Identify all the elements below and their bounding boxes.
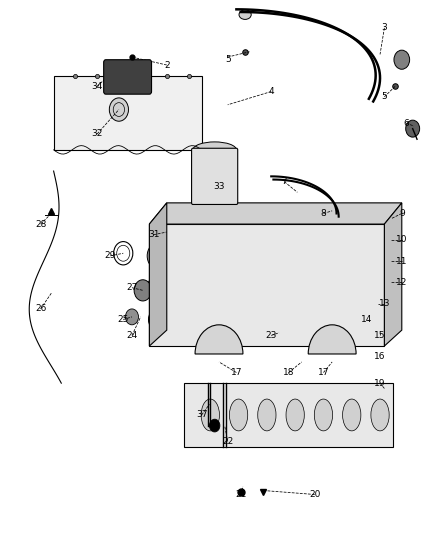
- Polygon shape: [149, 203, 402, 224]
- Text: 2: 2: [164, 61, 170, 69]
- Ellipse shape: [336, 212, 372, 226]
- Text: 4: 4: [268, 87, 274, 96]
- Ellipse shape: [371, 399, 389, 431]
- Circle shape: [186, 248, 226, 296]
- Text: 16: 16: [374, 352, 386, 361]
- Ellipse shape: [193, 195, 237, 211]
- Wedge shape: [195, 325, 243, 354]
- Circle shape: [384, 285, 398, 302]
- Ellipse shape: [239, 10, 251, 19]
- Ellipse shape: [240, 212, 277, 226]
- Circle shape: [319, 248, 358, 296]
- Polygon shape: [149, 203, 167, 346]
- Ellipse shape: [191, 327, 221, 338]
- Wedge shape: [308, 325, 356, 354]
- Text: 17: 17: [231, 368, 242, 377]
- Text: 23: 23: [265, 331, 277, 340]
- Text: 24: 24: [126, 331, 138, 340]
- Text: 12: 12: [396, 278, 407, 287]
- Ellipse shape: [237, 327, 267, 338]
- Circle shape: [383, 230, 399, 249]
- Text: 6: 6: [403, 119, 409, 128]
- Ellipse shape: [193, 142, 237, 158]
- Text: 25: 25: [117, 315, 129, 324]
- Ellipse shape: [230, 399, 248, 431]
- Polygon shape: [184, 383, 393, 447]
- Circle shape: [394, 50, 410, 69]
- Text: 33: 33: [213, 182, 225, 191]
- Text: 32: 32: [92, 130, 103, 139]
- FancyBboxPatch shape: [104, 60, 152, 94]
- Circle shape: [406, 120, 420, 137]
- Text: 3: 3: [381, 23, 387, 33]
- Circle shape: [147, 243, 169, 269]
- Text: 21: 21: [235, 490, 247, 499]
- Circle shape: [209, 419, 220, 432]
- Polygon shape: [385, 203, 402, 346]
- Text: 29: 29: [105, 252, 116, 261]
- Polygon shape: [53, 76, 201, 150]
- Ellipse shape: [323, 327, 354, 338]
- Text: 5: 5: [381, 92, 387, 101]
- FancyBboxPatch shape: [191, 148, 238, 205]
- Text: 9: 9: [399, 209, 405, 218]
- Text: 10: 10: [396, 236, 407, 245]
- Ellipse shape: [280, 327, 311, 338]
- Circle shape: [134, 280, 152, 301]
- Text: 5: 5: [225, 55, 230, 64]
- Circle shape: [270, 326, 286, 345]
- Text: 31: 31: [148, 230, 159, 239]
- Polygon shape: [149, 224, 385, 346]
- Text: 18: 18: [283, 368, 294, 377]
- Circle shape: [386, 259, 399, 274]
- Text: 13: 13: [378, 299, 390, 308]
- Ellipse shape: [192, 212, 229, 226]
- Circle shape: [148, 308, 168, 331]
- Text: 14: 14: [361, 315, 373, 324]
- Circle shape: [110, 98, 128, 121]
- Text: 20: 20: [309, 490, 321, 499]
- Ellipse shape: [201, 399, 219, 431]
- Circle shape: [232, 248, 271, 296]
- Ellipse shape: [314, 399, 332, 431]
- Circle shape: [147, 277, 165, 298]
- Ellipse shape: [286, 399, 304, 431]
- Text: 15: 15: [374, 331, 386, 340]
- Text: 19: 19: [374, 378, 386, 387]
- Text: 7: 7: [281, 177, 287, 186]
- Ellipse shape: [343, 399, 361, 431]
- Text: 28: 28: [35, 220, 46, 229]
- Text: 34: 34: [92, 82, 103, 91]
- Text: 8: 8: [321, 209, 326, 218]
- Ellipse shape: [288, 212, 325, 226]
- Text: 26: 26: [35, 304, 46, 313]
- Circle shape: [276, 248, 315, 296]
- Text: 27: 27: [126, 283, 138, 292]
- Text: 11: 11: [396, 257, 407, 265]
- Text: 17: 17: [318, 368, 329, 377]
- Text: 37: 37: [196, 410, 207, 419]
- Text: 22: 22: [222, 437, 233, 446]
- Ellipse shape: [258, 399, 276, 431]
- Circle shape: [125, 309, 138, 325]
- Circle shape: [344, 324, 355, 336]
- Circle shape: [361, 297, 373, 311]
